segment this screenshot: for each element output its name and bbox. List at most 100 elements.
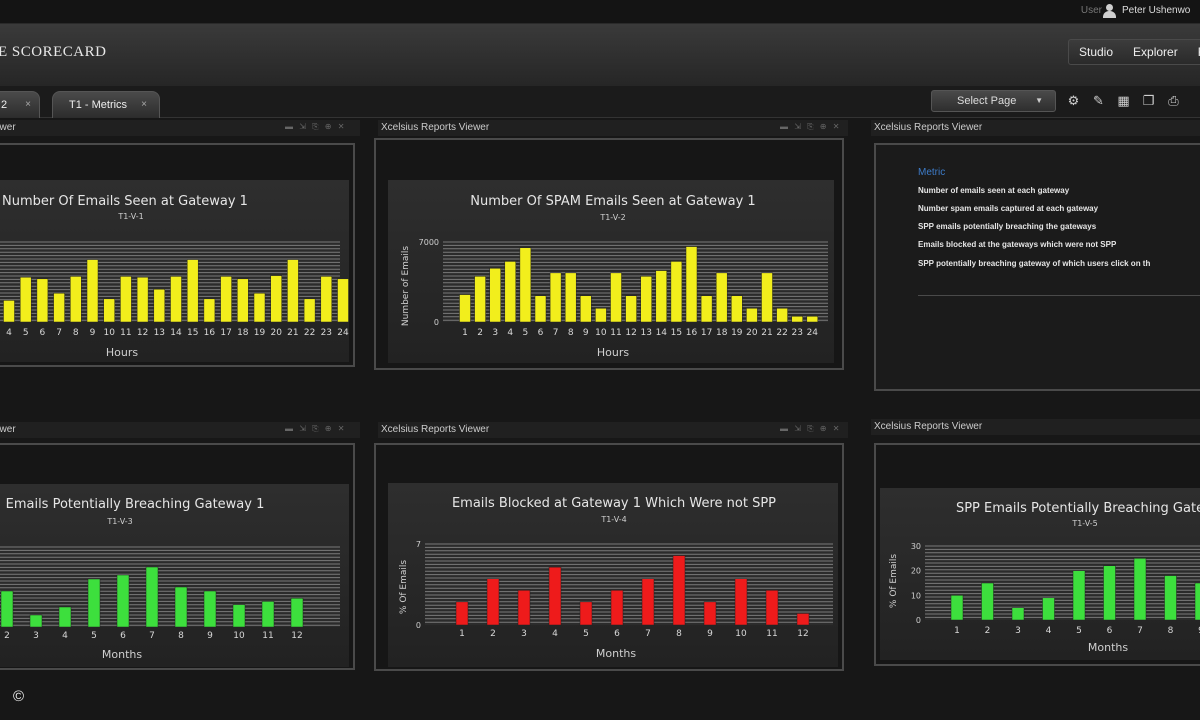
panel-controls[interactable]: ▬ ⇲ ⎘ ⊕ ✕ — [285, 424, 347, 433]
bar — [270, 275, 282, 323]
x-tick-label: 8 — [568, 328, 574, 338]
bar — [0, 590, 14, 628]
metric-item[interactable]: Number of emails seen at each gateway — [918, 186, 1070, 195]
bar — [670, 261, 683, 323]
metric-item[interactable]: Number spam emails captured at each gate… — [918, 204, 1099, 213]
bar — [1133, 558, 1147, 621]
bar — [703, 601, 717, 626]
copy-page-icon[interactable]: ❐ — [1142, 93, 1155, 108]
metric-item[interactable]: SPP emails potentially breaching the gat… — [918, 222, 1097, 231]
x-tick-label: 1 — [462, 328, 468, 338]
bar — [776, 308, 788, 323]
x-tick-label: 3 — [1015, 626, 1021, 636]
x-tick-label: 13 — [640, 328, 651, 338]
nav-explorer[interactable]: Explorer — [1133, 45, 1178, 59]
grid-icon[interactable]: ▦ — [1117, 93, 1130, 108]
panel-title: Xcelsius Reports Viewer — [874, 122, 983, 133]
nav-more[interactable]: F — [1188, 40, 1200, 64]
x-tick-label: 17 — [701, 328, 712, 338]
bar — [459, 294, 471, 323]
x-tick-label: 15 — [671, 328, 682, 338]
user-icon[interactable] — [1103, 4, 1116, 18]
x-tick-label: 9 — [1198, 626, 1200, 636]
x-tick-label: 10 — [735, 629, 747, 639]
x-tick-label: 12 — [625, 328, 636, 338]
chart-subtitle: T1-V-3 — [106, 517, 132, 526]
bar — [700, 295, 713, 323]
panel-header[interactable]: ewer ▬ ⇲ ⎘ ⊕ ✕ — [0, 120, 360, 136]
metric-item[interactable]: SPP potentially breaching gateway of whi… — [918, 259, 1151, 268]
x-tick-label: 8 — [1168, 626, 1174, 636]
panel-controls[interactable]: ▬ ⇲ ⎘ ⊕ ✕ — [780, 424, 842, 433]
select-page-label: Select Page — [957, 95, 1017, 107]
bar — [549, 272, 562, 323]
bar — [237, 278, 249, 323]
x-tick-label: 12 — [291, 631, 302, 641]
x-tick-label: 7 — [645, 629, 651, 639]
chart-emails-blocked: Emails Blocked at Gateway 1 Which Were n… — [388, 483, 838, 667]
bar — [640, 276, 652, 323]
chart-emails-seen: Number Of Emails Seen at Gateway 1 T1-V-1… — [0, 180, 349, 362]
x-tick-label: 21 — [761, 328, 772, 338]
chart-emails-breaching: Emails Potentially Breaching Gateway 1 T1… — [0, 484, 349, 667]
chart-subtitle: T1-V-5 — [1071, 519, 1097, 528]
x-axis-label: Months — [596, 647, 636, 660]
bar — [1072, 570, 1086, 621]
x-axis-label: Hours — [106, 346, 138, 359]
panel-title: Xcelsius Reports Viewer — [381, 122, 490, 133]
edit-page-icon[interactable]: ✎ — [1093, 93, 1104, 108]
close-icon[interactable]: × — [141, 99, 147, 110]
panel-header[interactable]: Xcelsius Reports Viewer — [871, 120, 1200, 136]
tab-t1-metrics[interactable]: T1 - Metrics × — [52, 91, 160, 118]
bar — [3, 300, 15, 323]
panel-header[interactable]: ewer ▬ ⇲ ⎘ ⊕ ✕ — [0, 422, 360, 438]
x-tick-label: 21 — [287, 328, 298, 338]
user-name[interactable]: Peter Ushenwo — [1122, 5, 1191, 16]
bar — [253, 292, 266, 323]
nav-studio[interactable]: Studio — [1079, 45, 1114, 59]
panel-header[interactable]: Xcelsius Reports Viewer — [871, 419, 1200, 435]
panel-header[interactable]: Xcelsius Reports Viewer ▬ ⇲ ⎘ ⊕ ✕ — [378, 120, 848, 136]
gear-icon[interactable]: ⚙ — [1067, 93, 1080, 108]
x-tick-label: 4 — [62, 631, 68, 641]
x-tick-label: 7 — [149, 631, 155, 641]
x-tick-label: 6 — [1107, 626, 1113, 636]
bar — [672, 555, 686, 626]
panel-controls[interactable]: ▬ ⇲ ⎘ ⊕ ✕ — [285, 122, 347, 131]
bar — [761, 272, 773, 323]
bar — [86, 259, 99, 323]
x-tick-label: 2 — [4, 631, 10, 641]
bar — [186, 259, 199, 323]
bar — [595, 308, 607, 323]
y-tick-label: 7 — [416, 540, 421, 549]
metric-item[interactable]: Emails blocked at the gateways which wer… — [918, 240, 1117, 249]
x-tick-label: 11 — [120, 328, 131, 338]
select-page-dropdown[interactable]: Select Page ▼ — [931, 90, 1056, 112]
x-tick-label: 16 — [204, 328, 216, 338]
y-axis-label: Number of Emails — [401, 246, 411, 327]
x-tick-label: 9 — [207, 631, 213, 641]
bar — [579, 601, 593, 626]
x-tick-label: 5 — [91, 631, 97, 641]
x-tick-label: 5 — [583, 629, 589, 639]
bar-chart-svg: Number Of SPAM Emails Seen at Gateway 1 T… — [401, 194, 828, 359]
chart-subtitle: T1-V-1 — [117, 212, 143, 221]
copyright-mark: © — [13, 688, 25, 705]
tab-label: 2 — [1, 99, 8, 111]
x-tick-label: 9 — [583, 328, 589, 338]
bar — [70, 276, 82, 323]
panel-header[interactable]: Xcelsius Reports Viewer ▬ ⇲ ⎘ ⊕ ✕ — [378, 422, 848, 438]
x-tick-label: 24 — [807, 328, 819, 338]
tab-page-2[interactable]: 2 × — [0, 91, 40, 118]
close-icon[interactable]: × — [25, 99, 31, 110]
x-tick-label: 11 — [262, 631, 273, 641]
panel-controls[interactable]: ▬ ⇲ ⎘ ⊕ ✕ — [780, 122, 842, 131]
x-tick-label: 8 — [178, 631, 184, 641]
bar — [290, 597, 304, 628]
x-tick-label: 23 — [321, 328, 332, 338]
print-icon[interactable]: ⎙ — [1168, 93, 1179, 108]
x-tick-label: 11 — [610, 328, 621, 338]
x-tick-label: 12 — [797, 629, 808, 639]
y-tick-label: 0 — [416, 621, 421, 630]
bar — [806, 316, 819, 323]
